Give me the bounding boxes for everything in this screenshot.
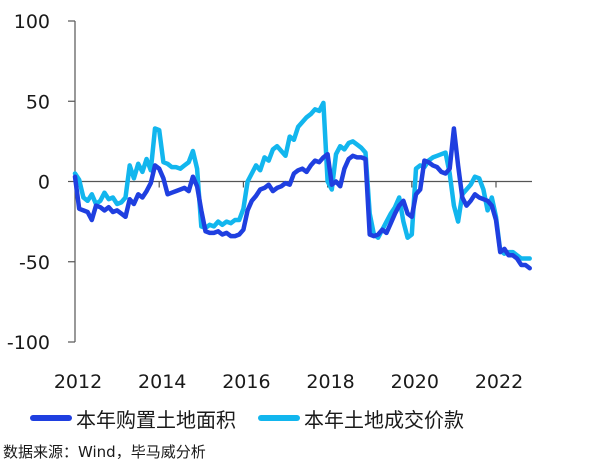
x-tick-label: 2018 <box>306 371 354 393</box>
y-tick-label: 0 <box>38 172 50 194</box>
legend-label-land-area: 本年购置土地面积 <box>76 407 236 432</box>
x-tick-label: 2020 <box>391 371 439 393</box>
line-chart: 100 50 0 -50 -100 2012 2014 2016 2018 2020 2022 <box>7 11 532 393</box>
y-tick-labels: 100 50 0 -50 -100 <box>7 11 50 354</box>
source-note: 数据来源：Wind，毕马威分析 <box>3 443 206 461</box>
series-line-land-price <box>72 100 532 261</box>
x-tick-label: 2016 <box>222 371 270 393</box>
legend-item-land-area: 本年购置土地面积 <box>30 404 236 433</box>
legend-swatch-land-area <box>30 415 72 421</box>
y-tick-label: 50 <box>26 91 50 113</box>
y-tick-label: 100 <box>14 11 50 33</box>
legend-label-land-price: 本年土地成交价款 <box>304 407 464 432</box>
series-group <box>72 100 532 271</box>
x-tick-label: 2014 <box>138 371 186 393</box>
x-tick-label: 2022 <box>475 371 523 393</box>
y-tick-label: -50 <box>19 252 50 274</box>
y-tick-label: -100 <box>7 332 50 354</box>
legend-item-land-price: 本年土地成交价款 <box>258 404 464 433</box>
legend: 本年购置土地面积 本年土地成交价款 <box>30 403 486 433</box>
legend-swatch-land-price <box>258 415 300 421</box>
x-tick-labels: 2012 2014 2016 2018 2020 2022 <box>54 371 523 393</box>
x-tick-label: 2012 <box>54 371 102 393</box>
series-line-land-area <box>72 126 532 271</box>
